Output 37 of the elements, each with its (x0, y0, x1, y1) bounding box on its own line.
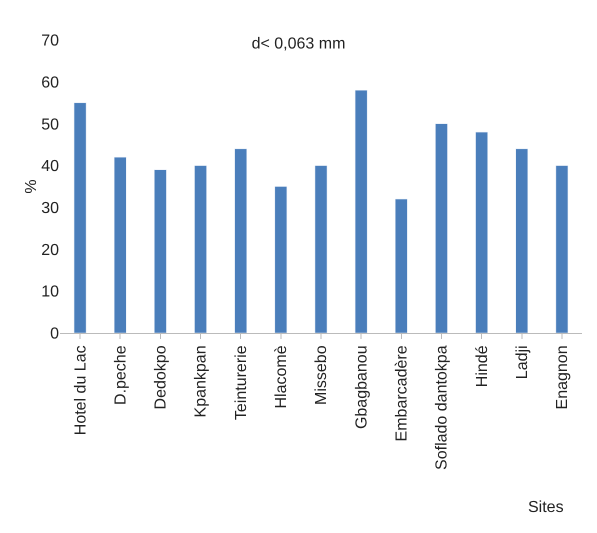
y-tick-label: 0 (50, 326, 60, 343)
y-axis-title: % (23, 179, 40, 194)
bar (274, 186, 288, 333)
bar (234, 148, 247, 333)
x-tick-label: Kpankpan (192, 345, 210, 418)
y-tick-label: 20 (41, 242, 60, 259)
x-tick-label: Embarcadère (394, 345, 411, 442)
x-tick-label: Missebo (313, 345, 330, 405)
y-tick-label: 50 (41, 116, 60, 134)
bar (516, 148, 528, 333)
x-tick-label: Gbagbanou (353, 345, 370, 430)
bar (435, 123, 448, 333)
x-tick-label: Hotel du Lac (72, 345, 90, 436)
bar (314, 165, 328, 333)
x-tick-label: Hlacomè (273, 345, 290, 409)
y-tick-label: 10 (41, 284, 60, 301)
x-tick-label: Teinturerie (232, 345, 250, 420)
y-tick-label: 70 (41, 32, 60, 50)
bar (395, 198, 408, 333)
bar (556, 165, 568, 333)
x-tick-label: Enagnon (554, 345, 572, 410)
bar (194, 165, 207, 333)
y-tick-label: 30 (41, 200, 60, 218)
y-tick-label: 60 (41, 74, 60, 92)
x-axis-title: Sites (528, 499, 564, 516)
chart-title: d< 0,063 mm (252, 36, 346, 53)
x-tick-label: D.peche (112, 345, 130, 405)
bar (154, 170, 167, 333)
bar (114, 156, 126, 333)
bar (475, 132, 488, 333)
x-tick-label: Dedokpo (152, 345, 170, 410)
x-tick-label: Hindé (474, 345, 491, 388)
bar (354, 90, 368, 333)
x-tick-label: Soflado dantokpa (434, 345, 451, 470)
y-tick-label: 40 (41, 158, 60, 176)
x-tick-label: Ladji (514, 345, 531, 380)
bar (74, 102, 86, 333)
